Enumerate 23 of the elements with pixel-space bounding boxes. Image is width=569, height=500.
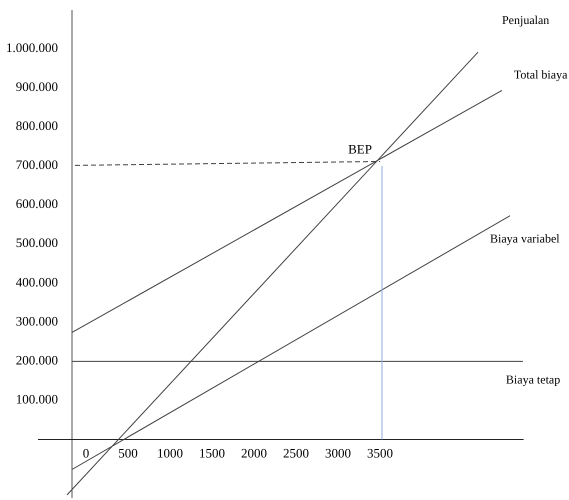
y-tick-label: 600.000 xyxy=(16,196,58,212)
y-tick-label: 1.000.000 xyxy=(6,40,58,56)
series-label: Total biaya xyxy=(514,67,568,82)
y-tick-label: 300.000 xyxy=(16,313,58,328)
x-tick-label: 3500 xyxy=(366,445,393,460)
x-tick-label: 2000 xyxy=(240,445,267,460)
y-tick-label: 200.000 xyxy=(16,352,58,368)
text: Penjualan xyxy=(502,13,550,28)
y-tick-label: 500.000 xyxy=(16,235,58,250)
x-tick-label: 2500 xyxy=(282,445,309,460)
x-tick-label: 1000 xyxy=(157,445,184,460)
annotation: BEP xyxy=(348,141,372,156)
series-label: Biaya variabel xyxy=(490,232,560,246)
y-tick-label: 400.000 xyxy=(16,274,58,290)
x-tick-label: 500 xyxy=(118,445,138,460)
x-tick-label: 3000 xyxy=(324,445,351,460)
x-tick-label: 0 xyxy=(82,445,90,460)
y-tick-label: 800.000 xyxy=(16,118,58,134)
y-tick-label: 900.000 xyxy=(16,79,58,94)
x-tick-label: 1500 xyxy=(199,445,225,460)
y-tick-label: 100.000 xyxy=(16,391,58,406)
y-tick-label: 700.000 xyxy=(16,157,58,172)
series-label: Biaya tetap xyxy=(506,372,560,386)
